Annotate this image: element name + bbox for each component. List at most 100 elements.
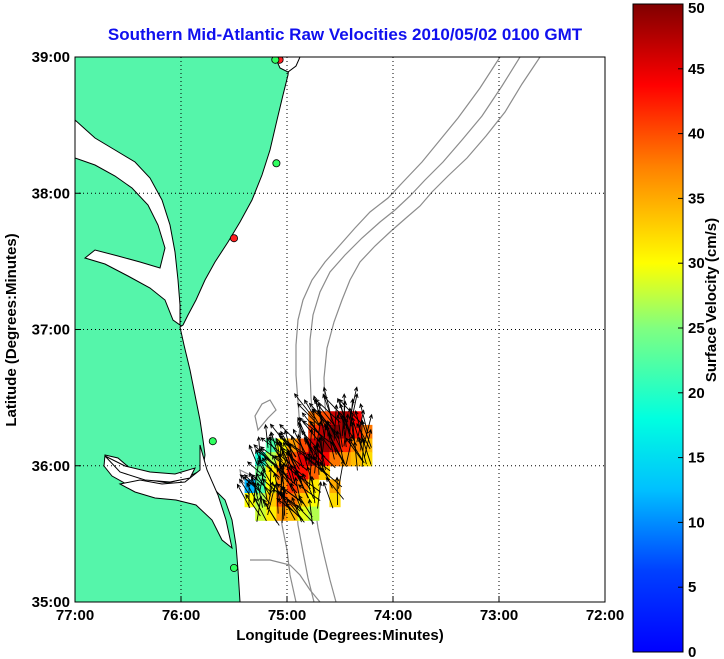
velocity-arrow [248, 444, 259, 466]
colorbar [632, 3, 684, 653]
x-tick-label: 73:00 [480, 607, 518, 624]
velocity-cell [308, 479, 320, 494]
velocity-cell [244, 479, 256, 494]
velocity-cell [287, 506, 299, 521]
velocity-arrow [259, 446, 281, 463]
velocity-arrow [291, 496, 302, 523]
velocity-arrow [236, 483, 251, 509]
velocity-arrow [322, 481, 334, 509]
velocity-arrow [281, 494, 296, 521]
velocity-cell [255, 506, 267, 521]
velocity-arrow [250, 475, 259, 502]
velocity-cell [329, 493, 341, 508]
colorbar-tick-label: 35 [688, 190, 705, 207]
colorbar-tick-label: 10 [688, 514, 705, 531]
velocity-arrow [245, 493, 261, 517]
velocity-arrow [317, 402, 325, 438]
velocity-cell [276, 465, 288, 480]
velocity-cell [276, 452, 288, 467]
velocity-arrow [322, 386, 333, 421]
velocity-arrow [298, 494, 313, 518]
velocity-arrow [338, 459, 346, 489]
velocity-cell [265, 452, 277, 467]
velocity-cell [265, 465, 277, 480]
velocity-cell [297, 506, 309, 521]
velocity-arrow [297, 484, 321, 502]
radar-stations [208, 57, 284, 572]
colorbar-ticks: 0 5 10 15 20 25 30 35 40 45 50 [678, 0, 705, 659]
velocity-arrow [241, 475, 261, 493]
colorbar-tick-label: 45 [688, 61, 705, 78]
x-axis-label: Longitude (Degrees:Minutes) [236, 627, 444, 644]
velocity-arrow [315, 443, 321, 475]
velocity-arrow [297, 433, 309, 468]
velocity-arrow [325, 477, 345, 500]
velocity-arrow [268, 467, 273, 495]
velocity-arrow [356, 422, 371, 450]
station-marker [208, 437, 217, 446]
y-tick-label: 39:00 [32, 49, 70, 66]
plot-area [75, 57, 605, 602]
velocity-arrow [359, 402, 369, 434]
y-tick-label: 35:00 [32, 594, 70, 611]
velocity-cell [308, 465, 320, 480]
x-tick-label: 72:00 [586, 607, 624, 624]
velocity-cell [297, 438, 309, 453]
velocity-cell [318, 438, 330, 453]
velocity-cell [308, 438, 320, 453]
velocity-cell [318, 452, 330, 467]
velocity-arrow [361, 437, 372, 465]
chart-title: Southern Mid-Atlantic Raw Velocities 201… [108, 25, 583, 44]
colorbar-tick-label: 50 [688, 0, 705, 17]
chesapeake-bay [75, 119, 181, 326]
velocity-arrow [311, 408, 339, 435]
velocity-arrow [290, 482, 302, 510]
velocity-arrow [335, 414, 343, 448]
velocity-arrow [339, 403, 351, 438]
velocity-arrow [304, 399, 321, 427]
velocity-arrow [293, 393, 314, 419]
albemarle-sound [104, 455, 196, 483]
velocity-arrow [256, 495, 263, 522]
velocity-cell [308, 506, 320, 521]
x-tick-label: 77:00 [56, 607, 94, 624]
velocity-arrow [313, 399, 335, 425]
velocity-arrow [317, 481, 323, 509]
velocity-arrow [269, 423, 288, 446]
station-marker [272, 159, 281, 168]
velocity-cell [308, 493, 320, 508]
velocity-arrow [314, 420, 323, 456]
station-marker [229, 234, 238, 243]
velocity-cell [329, 452, 341, 467]
y-axis: 39:00 38:00 37:00 36:00 35:00 [32, 49, 81, 611]
velocity-cell [340, 452, 352, 467]
velocity-cell [361, 452, 373, 467]
velocity-cell [350, 438, 362, 453]
velocity-arrow [319, 461, 333, 489]
x-axis: 77:00 76:00 75:00 74:00 73:00 72:00 [56, 596, 624, 624]
x-tick-label: 76:00 [162, 607, 200, 624]
colorbar-tick-label: 30 [688, 255, 705, 272]
velocity-arrow [273, 464, 298, 487]
colorbar-tick-label: 40 [688, 126, 705, 143]
velocity-arrow [288, 443, 318, 466]
velocity-arrow [290, 434, 304, 468]
velocity-arrow [306, 453, 331, 472]
velocity-arrow [303, 436, 324, 465]
velocity-arrow [294, 470, 310, 499]
velocity-arrow [310, 475, 316, 504]
velocity-arrow [340, 414, 347, 448]
colorbar-tick-label: 5 [688, 579, 696, 596]
velocity-arrow [259, 467, 266, 492]
colorbar-label: Surface Velocity (cm/s) [703, 218, 720, 382]
y-tick-label: 38:00 [32, 185, 70, 202]
velocity-arrow [360, 419, 372, 448]
colorbar-tick-label: 25 [688, 320, 705, 337]
velocity-arrow [352, 441, 358, 471]
velocity-arrow [256, 481, 263, 508]
velocity-arrow [300, 430, 326, 458]
velocity-arrow [343, 413, 350, 447]
velocity-cell [308, 424, 320, 440]
velocity-arrow [341, 400, 348, 437]
